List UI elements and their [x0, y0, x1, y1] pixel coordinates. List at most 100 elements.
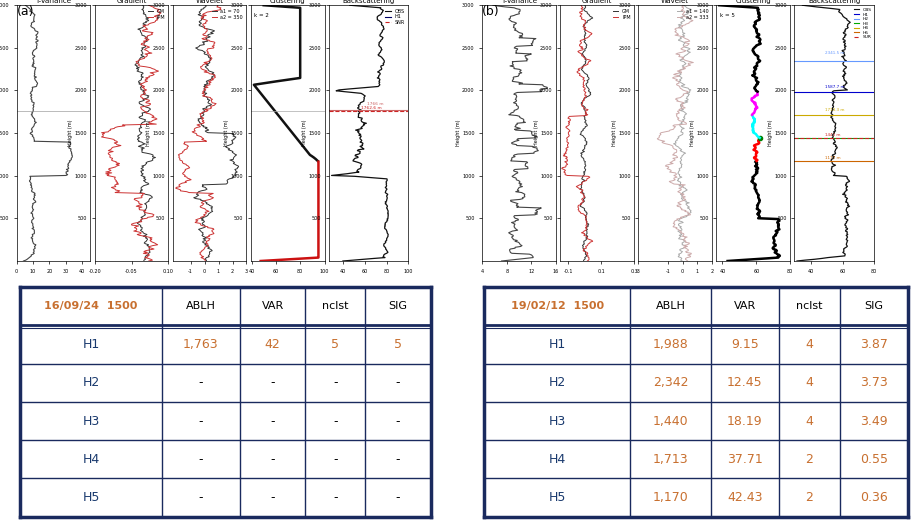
- a2 = 333: [682, 258, 693, 264]
- Text: nclst: nclst: [797, 301, 822, 311]
- a2 = 350: [205, 105, 216, 112]
- a1 = 70: [195, 42, 206, 49]
- a1 = 140: [675, 257, 686, 263]
- a2 = 333: [676, 101, 687, 108]
- IPM: [143, 258, 154, 264]
- Text: 5: 5: [394, 338, 402, 351]
- Text: 1587.7 m: 1587.7 m: [824, 86, 845, 89]
- a1 = 70: [201, 257, 212, 263]
- Text: 5: 5: [331, 338, 339, 351]
- GM: [578, 257, 589, 263]
- Text: 9.15: 9.15: [731, 338, 759, 351]
- Line: a2 = 333: a2 = 333: [657, 5, 693, 261]
- GM: [138, 258, 149, 264]
- GM: [578, 258, 589, 264]
- Text: 19/02/12  1500: 19/02/12 1500: [511, 301, 604, 311]
- IPM: [142, 26, 153, 32]
- Y-axis label: Height (m): Height (m): [68, 120, 73, 146]
- Text: H2: H2: [549, 376, 566, 389]
- IPM: [139, 42, 150, 49]
- Text: -: -: [198, 491, 203, 504]
- Y-axis label: Height (m): Height (m): [146, 120, 151, 146]
- Text: 16/09/24  1500: 16/09/24 1500: [44, 301, 137, 311]
- Text: -: -: [198, 414, 203, 428]
- Text: H3: H3: [549, 414, 566, 428]
- a1 = 140: [678, 106, 689, 113]
- Line: a1 = 140: a1 = 140: [673, 5, 692, 261]
- Y-axis label: Height (m): Height (m): [690, 120, 695, 146]
- a2 = 350: [209, 101, 220, 108]
- Title: Gradient: Gradient: [582, 0, 612, 4]
- a1 = 140: [675, 101, 686, 108]
- IPM: [573, 42, 585, 49]
- a1 = 70: [204, 26, 215, 32]
- Title: Backscattering: Backscattering: [342, 0, 395, 4]
- a2 = 350: [208, 42, 219, 49]
- Text: ABLH: ABLH: [186, 301, 216, 311]
- GM: [145, 106, 156, 113]
- Text: 42.43: 42.43: [727, 491, 762, 504]
- Line: IPM: IPM: [101, 5, 161, 261]
- Text: k = 2: k = 2: [254, 13, 269, 18]
- Text: H4: H4: [82, 453, 100, 466]
- Y-axis label: Height (m): Height (m): [534, 120, 538, 146]
- Line: GM: GM: [136, 5, 156, 261]
- a1 = 140: [676, 105, 687, 112]
- GM: [133, 26, 144, 32]
- Text: 2,342: 2,342: [653, 376, 689, 389]
- Text: 37.71: 37.71: [727, 453, 762, 466]
- Title: Clustering: Clustering: [736, 0, 771, 4]
- Text: 2341.5 m: 2341.5 m: [824, 51, 845, 55]
- Text: k = 5: k = 5: [720, 13, 735, 18]
- IPM: [145, 101, 156, 108]
- Text: 4: 4: [806, 338, 813, 351]
- a2 = 333: [677, 2, 688, 8]
- Text: 2: 2: [806, 491, 813, 504]
- Text: (a): (a): [17, 5, 34, 18]
- IPM: [583, 106, 594, 113]
- Text: 12.45: 12.45: [727, 376, 762, 389]
- GM: [138, 257, 149, 263]
- Title: T-Variance: T-Variance: [36, 0, 72, 4]
- GM: [580, 2, 591, 8]
- GM: [136, 101, 147, 108]
- Line: IPM: IPM: [561, 5, 593, 261]
- a1 = 70: [206, 101, 217, 108]
- GM: [581, 42, 592, 49]
- Text: 1443 m: 1443 m: [824, 133, 840, 137]
- IPM: [578, 26, 589, 32]
- Text: 1,988: 1,988: [653, 338, 689, 351]
- Title: Wavelet: Wavelet: [661, 0, 689, 4]
- Text: VAR: VAR: [262, 301, 284, 311]
- Text: -: -: [396, 414, 400, 428]
- Title: Gradient: Gradient: [116, 0, 147, 4]
- Text: 1,170: 1,170: [653, 491, 689, 504]
- GM: [578, 106, 589, 113]
- IPM: [136, 106, 148, 113]
- Text: 1766 m: 1766 m: [367, 102, 384, 106]
- Text: -: -: [270, 491, 275, 504]
- Text: -: -: [333, 453, 337, 466]
- a2 = 350: [200, 258, 211, 264]
- Title: T-Variance: T-Variance: [502, 0, 538, 4]
- Text: H1: H1: [549, 338, 566, 351]
- Text: 4: 4: [806, 414, 813, 428]
- Title: Clustering: Clustering: [270, 0, 305, 4]
- Text: -: -: [396, 453, 400, 466]
- Text: 42: 42: [265, 338, 280, 351]
- Legend: OBS, H1, SNR: OBS, H1, SNR: [384, 8, 406, 26]
- Text: 1762.6 m: 1762.6 m: [361, 106, 381, 110]
- Legend: a1 = 140, a2 = 333: a1 = 140, a2 = 333: [677, 8, 710, 20]
- Legend: GM, IPM: GM, IPM: [612, 8, 632, 20]
- Text: -: -: [333, 376, 337, 389]
- Text: H3: H3: [82, 414, 100, 428]
- GM: [137, 2, 148, 8]
- Legend: GM, IPM: GM, IPM: [147, 8, 166, 20]
- Line: a1 = 70: a1 = 70: [194, 5, 239, 261]
- a1 = 140: [677, 26, 688, 32]
- a2 = 333: [673, 106, 684, 113]
- Y-axis label: Height (m): Height (m): [611, 120, 617, 146]
- a2 = 333: [681, 257, 692, 263]
- Text: H1: H1: [82, 338, 100, 351]
- a1 = 70: [197, 106, 208, 113]
